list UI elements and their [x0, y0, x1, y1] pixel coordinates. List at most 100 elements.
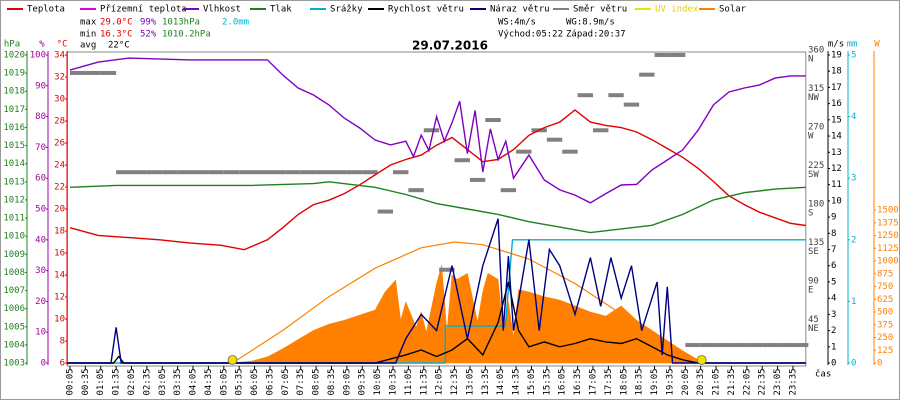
y-tick-label: 500: [877, 308, 893, 318]
x-tick-label: 18:05: [619, 368, 629, 395]
y-tick-label: 1017: [3, 105, 25, 115]
y-tick-label: NE: [808, 324, 819, 334]
x-tick-label: 22:05: [742, 368, 752, 395]
y-tick-label: 1004: [3, 340, 25, 350]
x-tick-label: 20:35: [696, 368, 706, 395]
wind-direction-dash: [700, 343, 717, 348]
y-tick-label: NW: [808, 93, 819, 103]
y-tick-label: 1015: [3, 141, 25, 151]
wind-direction-dash: [439, 267, 455, 272]
x-tick-label: 15:35: [542, 368, 552, 395]
y-tick-label: 1005: [3, 322, 25, 332]
y-tick-label: 2: [851, 235, 856, 245]
x-tick-label: 06:05: [250, 368, 260, 395]
wind-direction-dash: [577, 93, 593, 98]
y-tick-label: 28: [54, 117, 65, 127]
axis-title: W: [874, 40, 880, 50]
y-tick-label: 12: [54, 293, 65, 303]
sun-marker: [696, 355, 707, 365]
stat: 29.0°C: [100, 18, 133, 28]
y-tick-label: 8: [60, 337, 65, 347]
x-tick-label: 08:05: [312, 368, 322, 395]
wind-direction-dash: [177, 170, 194, 175]
y-tick-label: 1125: [877, 244, 899, 254]
y-tick-label: 14: [831, 132, 842, 142]
x-tick-label: 14:35: [512, 368, 522, 395]
x-tick-label: 23:35: [788, 368, 798, 395]
axis-title: mm: [847, 40, 858, 50]
y-tick-label: 45: [808, 315, 819, 325]
y-tick-label: 270: [808, 123, 824, 133]
y-tick-label: 80: [35, 112, 46, 122]
legend-label: Srážky: [330, 5, 363, 15]
y-tick-label: 10: [35, 328, 46, 338]
wind-direction-dash: [716, 343, 732, 348]
y-tick-label: 15: [831, 115, 842, 125]
legend-label: Tlak: [270, 5, 292, 15]
y-tick-label: 10: [54, 315, 65, 325]
y-tick-label: 17: [831, 83, 842, 93]
y-tick-label: 1250: [877, 231, 899, 241]
wind-direction-dash: [592, 128, 609, 133]
wind-direction-dash: [193, 170, 209, 175]
x-tick-label: 02:35: [142, 368, 152, 395]
y-tick-label: 750: [877, 282, 893, 292]
y-tick-label: E: [808, 286, 813, 296]
legend-label: Solar: [719, 5, 747, 15]
series-line: [67, 218, 806, 364]
y-tick-label: 18: [831, 67, 842, 77]
x-tick-label: 01:35: [112, 368, 122, 395]
stat: WG:8.9m/s: [566, 18, 615, 28]
x-tick-label: 03:35: [173, 368, 183, 395]
legend-label: Rychlost větru: [388, 5, 464, 15]
y-tick-label: 1014: [3, 159, 25, 169]
y-tick-label: 0: [851, 359, 856, 369]
stat: WS:4m/s: [498, 18, 536, 28]
stat: 16.3°C: [100, 30, 133, 40]
sun-marker: [227, 355, 238, 365]
y-tick-label: 375: [877, 320, 893, 330]
y-tick-label: 26: [54, 139, 65, 149]
y-tick-label: 1010: [3, 232, 25, 242]
y-tick-label: 225: [808, 161, 824, 171]
y-tick-label: 6: [831, 261, 836, 271]
y-tick-label: 250: [877, 333, 893, 343]
y-tick-label: 13: [831, 148, 842, 158]
y-tick-label: 100: [30, 51, 46, 61]
y-tick-label: 32: [54, 73, 65, 83]
y-tick-label: 20: [54, 205, 65, 215]
x-tick-label: 21:35: [727, 368, 737, 395]
legend-label: Teplota: [27, 5, 65, 15]
y-tick-label: 4: [851, 112, 856, 122]
wind-direction-dash: [654, 53, 670, 57]
wind-direction-dash: [731, 343, 747, 348]
wind-direction-dash: [408, 188, 424, 193]
x-tick-label: 13:35: [481, 368, 491, 395]
y-tick-label: 8: [831, 229, 836, 239]
wind-direction-dash: [639, 72, 655, 77]
y-tick-label: 1: [851, 297, 856, 307]
y-tick-label: 1008: [3, 268, 25, 278]
stat: 1013hPa: [162, 18, 200, 28]
x-tick-label: 16:35: [573, 368, 583, 395]
y-tick-label: 1011: [3, 214, 25, 224]
y-tick-label: 20: [35, 297, 46, 307]
y-tick-label: SE: [808, 247, 819, 257]
y-tick-label: 10: [831, 196, 842, 206]
wind-direction-dash: [423, 128, 440, 133]
y-tick-label: 30: [54, 95, 65, 105]
y-tick-label: 0: [877, 359, 882, 369]
y-tick-label: 2: [831, 326, 836, 336]
wind-direction-dash: [669, 53, 686, 57]
x-axis-title: čas: [815, 369, 831, 380]
y-tick-label: 3: [831, 310, 836, 320]
y-tick-label: 18: [54, 227, 65, 237]
clear-sky-curve: [232, 241, 702, 364]
wind-direction-dash: [285, 170, 301, 175]
y-tick-label: 40: [35, 235, 46, 245]
y-tick-label: 34: [54, 51, 65, 61]
stat: 1010.2hPa: [162, 30, 211, 40]
x-tick-label: 08:35: [327, 368, 337, 395]
y-tick-label: 14: [54, 271, 65, 281]
legend-label: Přízemní teplota: [100, 5, 187, 15]
